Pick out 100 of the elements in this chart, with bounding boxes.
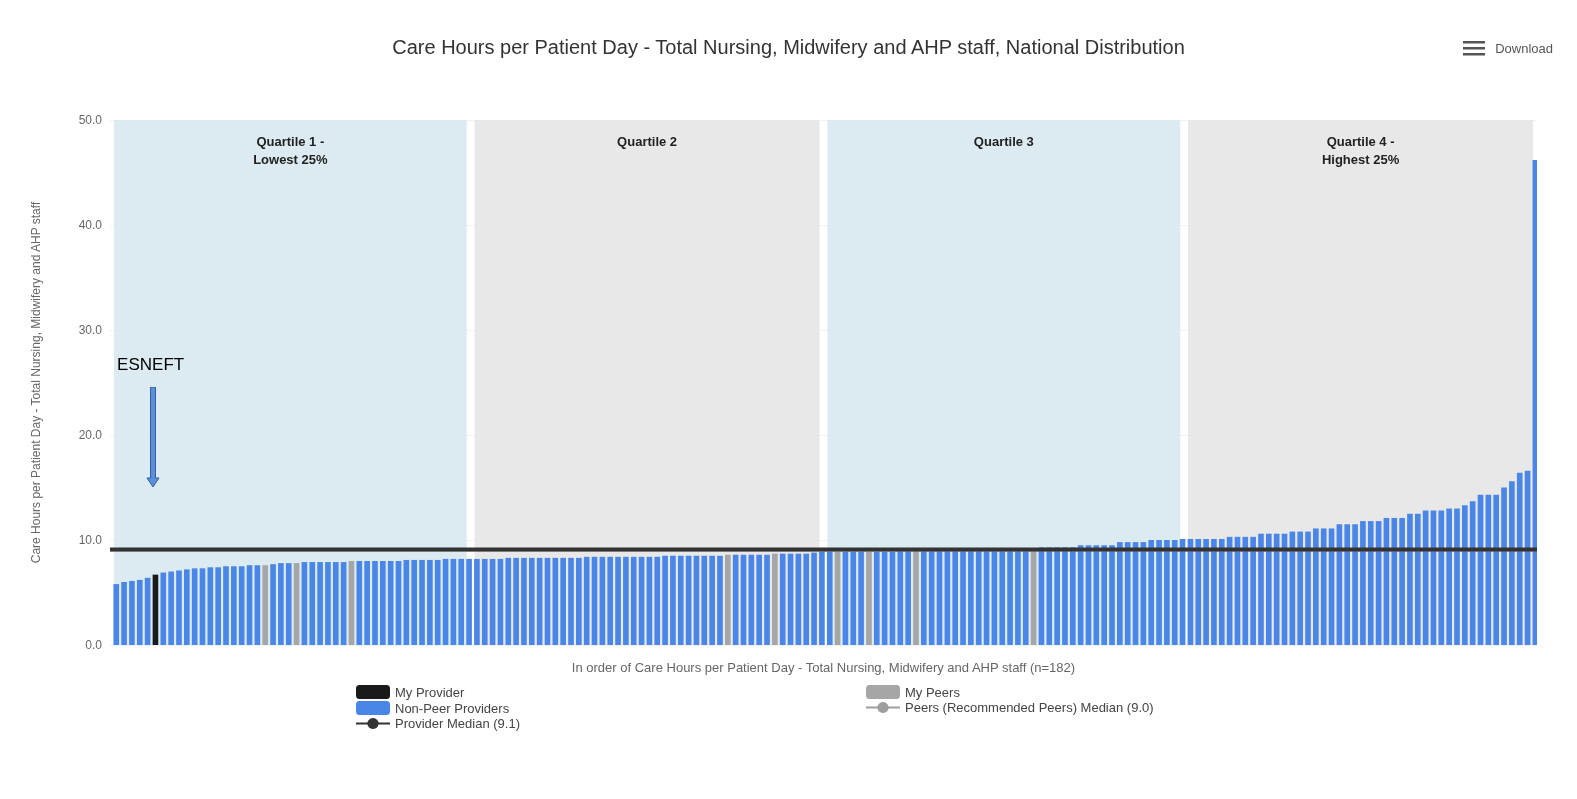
legend-label: Provider Median (9.1) [395,716,520,731]
bar [811,552,817,645]
bar [317,562,323,645]
bar [1446,508,1452,645]
legend-label: Non-Peer Providers [395,700,510,716]
bar [427,559,433,645]
bar [819,551,825,645]
bar [528,557,535,645]
bar [183,569,190,645]
bar [419,559,425,645]
bar [1109,545,1115,645]
bar [873,551,880,645]
bar [223,566,229,645]
bar [975,549,982,645]
bar [121,582,127,645]
bar [560,557,566,645]
bar [372,561,378,645]
bar [1258,533,1264,645]
bar [1320,528,1327,645]
bar [1501,487,1507,645]
bar [1399,517,1405,645]
bar [1313,528,1319,645]
bar [772,553,778,645]
bar [1407,513,1413,645]
bar [1532,159,1537,645]
bar [999,549,1006,645]
text: Download [1495,40,1553,56]
bar [1101,545,1107,645]
bar [552,557,559,645]
bar [160,572,167,645]
bar [1352,524,1358,645]
bar [1211,538,1217,645]
y-tick-label: 10.0 [78,533,103,547]
bar [701,555,708,645]
bar [1454,508,1460,645]
bar [670,555,676,645]
bar [434,559,441,645]
bar [1438,510,1445,645]
bar [1022,549,1029,645]
bar [1124,542,1131,645]
bar [1344,524,1351,645]
bar [1203,538,1209,645]
bar [129,580,135,645]
bar [568,557,574,645]
bar [215,567,221,645]
bar [897,550,904,645]
bar [968,550,974,645]
bar [168,571,174,645]
bar [1360,521,1366,645]
bar [717,555,723,645]
bar [1367,521,1374,645]
bar [481,558,488,645]
bar [709,555,715,645]
y-tick-label: 30.0 [78,323,103,337]
bar [803,553,810,645]
y-tick-label: 0.0 [85,638,103,652]
bar [576,557,582,645]
annotation: Quartile 1 - Lowest 25% [253,133,328,167]
bar [764,554,770,645]
annotation: Quartile 3 [973,133,1034,149]
bar [113,584,120,645]
bar [1148,540,1155,645]
bar [1171,540,1178,645]
bar [278,563,284,645]
bar [1305,531,1311,645]
bar [1462,505,1468,645]
bar [779,553,786,645]
bar [607,556,614,645]
bar [458,558,465,645]
bar [136,579,143,645]
bar [858,551,864,645]
bar [662,555,668,645]
bar [1250,536,1256,645]
bar [615,556,621,645]
bar [1015,549,1021,645]
annotation: ESNEFT [117,354,185,375]
bar [513,557,519,645]
bar [364,561,370,645]
bar [756,554,762,645]
bar [1156,540,1162,645]
bar [826,551,833,645]
bar [1493,494,1500,645]
bar [285,563,292,645]
bar [921,550,927,645]
bar [952,550,959,645]
annotation: Quartile 4 - Highest 25% [1321,133,1400,167]
bar [905,550,911,645]
bar [262,565,269,645]
bar [1007,549,1013,645]
bar [1516,472,1523,645]
bar [583,556,590,645]
bar [1391,517,1398,645]
bar [474,558,480,645]
bar [1297,531,1304,645]
x-axis-title: In order of Care Hours per Patient Day - Total Nursing, Midwifery and AHP staff (n=182) [571,660,1076,675]
bar [1242,536,1249,645]
bar [309,562,316,645]
annotation: Quartile 2 [617,133,678,149]
y-tick-label: 40.0 [78,218,103,232]
y-tick-label: 20.0 [78,428,103,442]
